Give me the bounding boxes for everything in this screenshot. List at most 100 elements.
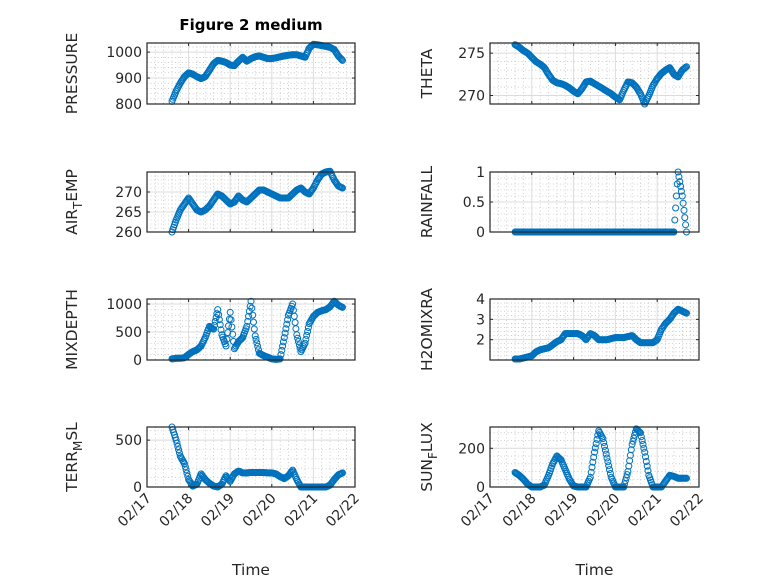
y-axis-label: THETA <box>418 48 436 99</box>
data-point <box>303 331 311 339</box>
figure-title: Figure 2 medium <box>179 16 322 34</box>
y-tick-label: 4 <box>476 292 485 308</box>
y-label-main: H2OMIXRA <box>418 288 436 371</box>
data-point <box>211 317 219 325</box>
y-label-subscript: F <box>426 452 440 459</box>
subplot-rainfall: 0 0.5 1 RAINFALL <box>418 165 700 241</box>
data-point <box>581 334 588 342</box>
data-point <box>590 453 598 461</box>
axes-background <box>490 299 699 360</box>
data-point <box>683 309 690 317</box>
data-point <box>636 428 644 436</box>
data-point <box>251 332 259 340</box>
y-tick-label: 800 <box>115 97 142 113</box>
data-series <box>511 305 690 363</box>
data-point <box>280 334 288 342</box>
axes-box <box>489 42 700 105</box>
x-tick-label: 02/21 <box>625 491 665 531</box>
data-point <box>680 206 688 214</box>
data-series <box>168 167 346 236</box>
data-point <box>629 437 637 445</box>
y-tick-label: 2 <box>476 333 485 349</box>
data-point <box>605 462 613 470</box>
data-point <box>644 467 652 475</box>
axes-box <box>146 426 356 488</box>
y-tick-label: 260 <box>115 225 142 241</box>
data-point <box>284 316 292 324</box>
data-point <box>254 342 262 350</box>
data-point <box>682 63 690 71</box>
x-tick-label: 02/22 <box>323 491 363 531</box>
y-axis-label: RAINFALL <box>418 165 436 238</box>
data-point <box>217 326 225 334</box>
x-axis-label: Time <box>231 561 270 579</box>
data-point <box>683 63 690 71</box>
y-label-main: THETA <box>418 48 436 99</box>
y-axis-label: AIRTEMP <box>63 169 85 235</box>
axes-box <box>489 426 700 488</box>
y-axis-label: TERRMSL <box>63 422 85 493</box>
data-point <box>339 469 346 477</box>
data-point <box>281 329 289 337</box>
data-point <box>683 474 690 482</box>
data-series <box>168 40 346 105</box>
y-tick-label: 0 <box>476 480 485 496</box>
data-point <box>675 173 683 181</box>
data-point <box>640 444 648 452</box>
y-label-main: SUN <box>418 459 436 492</box>
y-axis-label: PRESSURE <box>63 33 81 115</box>
data-point <box>588 463 596 471</box>
y-tick-label: 900 <box>115 71 142 87</box>
data-point <box>294 338 302 345</box>
data-point <box>639 440 647 448</box>
x-tick-label: 02/17 <box>458 491 498 531</box>
y-tick-label: 500 <box>115 325 142 341</box>
data-point <box>175 449 183 457</box>
data-point <box>283 320 291 328</box>
data-point <box>677 187 685 195</box>
x-tick-label: 02/20 <box>240 491 280 531</box>
data-point <box>182 466 190 474</box>
data-point <box>247 297 255 305</box>
data-point <box>671 216 679 224</box>
data-point <box>245 312 252 320</box>
data-point <box>591 444 599 452</box>
subplot-sun: 0 200 SUNFLUX 02/17 02/18 02/19 02/20 02/21 02/2… <box>418 422 707 579</box>
data-point <box>679 199 687 207</box>
data-point <box>677 182 685 190</box>
data-point <box>172 436 180 444</box>
data-point <box>249 311 257 319</box>
y-label-main: PRESSURE <box>63 33 81 115</box>
data-point <box>215 311 223 319</box>
data-point <box>246 302 254 310</box>
axes-box <box>146 42 356 105</box>
data-point <box>678 192 686 200</box>
y-label-main: AIR <box>63 209 81 235</box>
x-axis-label: Time <box>575 561 614 579</box>
y-tick-label: 265 <box>115 205 142 221</box>
y-label-rest: EMP <box>63 169 81 202</box>
y-tick-label: 270 <box>458 89 485 105</box>
data-point <box>630 434 638 442</box>
data-point <box>621 477 629 485</box>
data-point <box>214 306 222 314</box>
axes-box <box>146 298 356 361</box>
data-point <box>623 471 631 479</box>
y-tick-label: 0.5 <box>463 195 485 211</box>
data-point <box>586 473 594 481</box>
y-label-main: RAINFALL <box>418 165 436 238</box>
y-tick-label: 0 <box>133 480 142 496</box>
y-label-subscript: M <box>71 441 85 451</box>
data-point <box>279 342 287 350</box>
data-point <box>337 55 345 63</box>
y-tick-label: 1 <box>476 165 485 181</box>
y-axis-label: H2OMIXRA <box>418 288 436 371</box>
data-point <box>604 458 612 466</box>
data-point <box>225 322 232 330</box>
data-point <box>642 458 650 465</box>
y-tick-label: 200 <box>458 441 485 457</box>
data-point <box>587 468 595 476</box>
data-point <box>277 351 285 359</box>
data-point <box>294 334 302 342</box>
data-point <box>181 463 189 471</box>
